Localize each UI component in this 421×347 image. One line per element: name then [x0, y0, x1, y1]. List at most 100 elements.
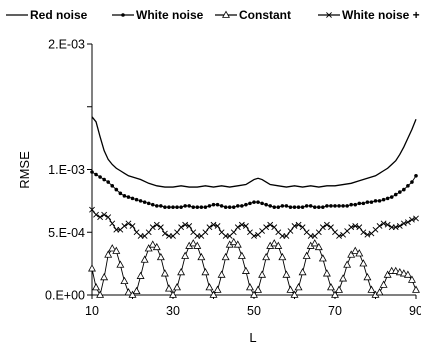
data-point	[110, 184, 115, 188]
data-point	[129, 223, 136, 229]
x-axis-title: L	[249, 330, 256, 345]
data-point	[219, 204, 224, 208]
data-point	[326, 12, 332, 18]
data-point	[335, 285, 344, 293]
series-layer	[88, 116, 420, 298]
data-point	[274, 241, 283, 249]
data-point	[178, 224, 185, 231]
data-point	[114, 187, 119, 192]
data-point	[202, 229, 209, 236]
data-point	[393, 192, 398, 197]
data-point	[323, 221, 330, 228]
data-point	[365, 200, 370, 204]
data-point	[359, 259, 368, 267]
data-point	[169, 290, 177, 298]
data-point	[345, 204, 349, 208]
data-point	[272, 205, 277, 209]
data-point	[187, 204, 191, 208]
data-point	[317, 205, 321, 209]
data-point	[237, 251, 246, 259]
data-point	[144, 244, 153, 252]
data-point	[276, 205, 281, 209]
legend-entry-constant: Constant	[215, 8, 291, 22]
data-point	[325, 204, 329, 208]
data-point	[328, 224, 334, 231]
data-point	[400, 220, 407, 227]
data-point	[380, 220, 387, 227]
data-point	[152, 242, 161, 251]
data-point	[347, 250, 356, 258]
data-point	[197, 252, 206, 261]
data-point	[203, 205, 208, 209]
data-point	[294, 283, 303, 291]
data-point	[233, 240, 242, 248]
data-point	[375, 288, 384, 296]
legend-entry-red-noise: Red noise	[6, 8, 88, 22]
data-point	[97, 214, 104, 221]
data-point	[367, 285, 376, 293]
x-tick-label: 10	[85, 304, 99, 318]
data-point	[363, 272, 372, 281]
data-point	[211, 202, 216, 207]
data-point	[326, 283, 335, 291]
data-point	[376, 223, 383, 229]
series-white-noise-const	[89, 206, 419, 239]
x-tick-label: 70	[328, 304, 342, 318]
data-point	[290, 290, 299, 298]
data-point	[106, 180, 110, 184]
data-point	[280, 204, 285, 208]
data-point	[308, 204, 313, 208]
data-point	[300, 205, 305, 209]
data-point	[343, 260, 352, 268]
data-point	[395, 267, 404, 276]
data-point	[182, 221, 189, 228]
data-point	[336, 233, 342, 239]
data-point	[291, 223, 298, 229]
data-point	[244, 202, 248, 207]
data-point	[134, 197, 139, 202]
data-point	[384, 221, 391, 228]
data-point	[183, 204, 187, 208]
legend-entry-white-noise: White noise	[112, 8, 204, 22]
data-point	[210, 221, 217, 228]
data-point	[238, 221, 245, 228]
data-point	[222, 10, 230, 18]
data-point	[403, 270, 412, 278]
data-point	[361, 201, 366, 206]
data-point	[312, 205, 317, 209]
data-point	[221, 252, 230, 261]
data-point	[153, 221, 160, 228]
data-point	[163, 205, 167, 209]
data-point	[181, 251, 190, 259]
data-point	[112, 246, 121, 254]
series-line	[91, 209, 417, 237]
data-point	[214, 223, 221, 229]
data-point	[118, 191, 123, 196]
data-point	[136, 271, 145, 279]
data-point	[349, 202, 354, 207]
data-point	[310, 239, 319, 247]
data-point	[341, 204, 345, 208]
data-point	[385, 196, 390, 201]
data-point	[302, 251, 311, 259]
data-point	[356, 224, 363, 231]
x-tick-label: 30	[166, 304, 180, 318]
data-point	[142, 200, 147, 204]
data-point	[193, 241, 202, 249]
data-point	[230, 229, 237, 236]
data-point	[414, 173, 418, 178]
data-point	[298, 267, 307, 276]
data-point	[167, 205, 171, 209]
data-point	[89, 206, 95, 213]
data-point	[329, 204, 333, 208]
data-point	[88, 264, 96, 272]
data-point	[355, 249, 364, 257]
data-point	[250, 290, 258, 298]
data-point	[248, 201, 252, 206]
data-point	[100, 272, 109, 281]
data-point	[171, 205, 175, 209]
data-point	[130, 196, 135, 201]
data-point	[407, 275, 416, 283]
data-point	[377, 199, 382, 203]
